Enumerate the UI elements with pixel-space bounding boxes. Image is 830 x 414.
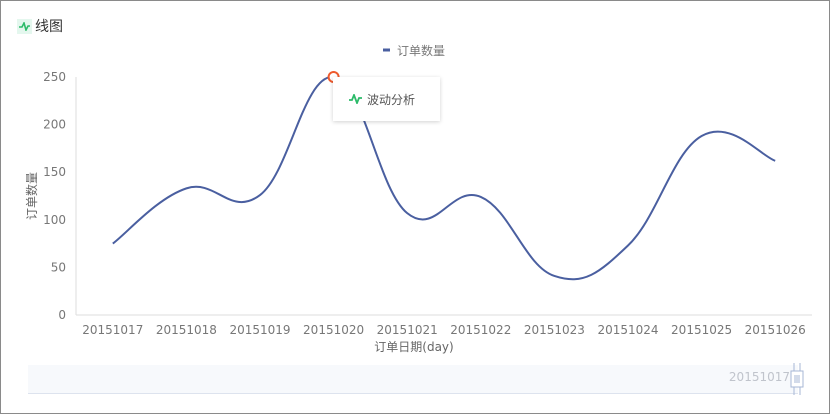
chart-title: 线图 <box>17 16 63 36</box>
datazoom-slider[interactable] <box>28 365 798 394</box>
y-tick-label: 200 <box>43 118 66 132</box>
x-tick-label: 20151022 <box>450 323 511 337</box>
y-tick-label: 0 <box>58 308 66 322</box>
data-point[interactable] <box>478 194 484 200</box>
data-point[interactable] <box>404 210 410 216</box>
x-tick-label: 20151019 <box>229 323 290 337</box>
fluctuation-analysis-item[interactable]: 波动分析 <box>367 92 416 107</box>
chart-title-text: 线图 <box>35 19 63 35</box>
data-point[interactable] <box>110 241 116 247</box>
x-tick-label: 20151021 <box>377 323 438 337</box>
x-axis-title: 订单日期(day) <box>374 340 453 354</box>
legend-label: 订单数量 <box>397 43 445 58</box>
tooltip-menu[interactable]: 波动分析 <box>333 77 440 121</box>
y-tick-label: 50 <box>51 260 66 274</box>
x-tick-label: 20151025 <box>671 323 732 337</box>
x-tick-label: 20151020 <box>303 323 364 337</box>
x-tick-label: 20151017 <box>82 323 143 337</box>
data-point[interactable] <box>699 133 705 139</box>
pulse-icon <box>349 94 362 104</box>
data-point[interactable] <box>183 185 189 191</box>
x-tick-label: 20151026 <box>745 323 806 337</box>
pulse-icon <box>17 18 32 34</box>
x-tick-label: 20151024 <box>597 323 658 337</box>
y-tick-label: 250 <box>43 70 66 84</box>
data-point[interactable] <box>625 243 631 249</box>
data-point[interactable] <box>257 192 263 198</box>
datazoom-label: 20151017 <box>728 370 790 384</box>
data-point[interactable] <box>772 158 778 164</box>
x-tick-label: 20151023 <box>524 323 585 337</box>
series-line <box>112 75 776 281</box>
x-tick-label: 20151018 <box>156 323 217 337</box>
y-axis-title: 订单数量 <box>24 172 39 220</box>
y-tick-label: 100 <box>43 213 66 227</box>
datazoom-handle[interactable] <box>790 363 804 395</box>
data-point[interactable] <box>551 273 557 279</box>
y-tick-label: 150 <box>43 165 66 179</box>
